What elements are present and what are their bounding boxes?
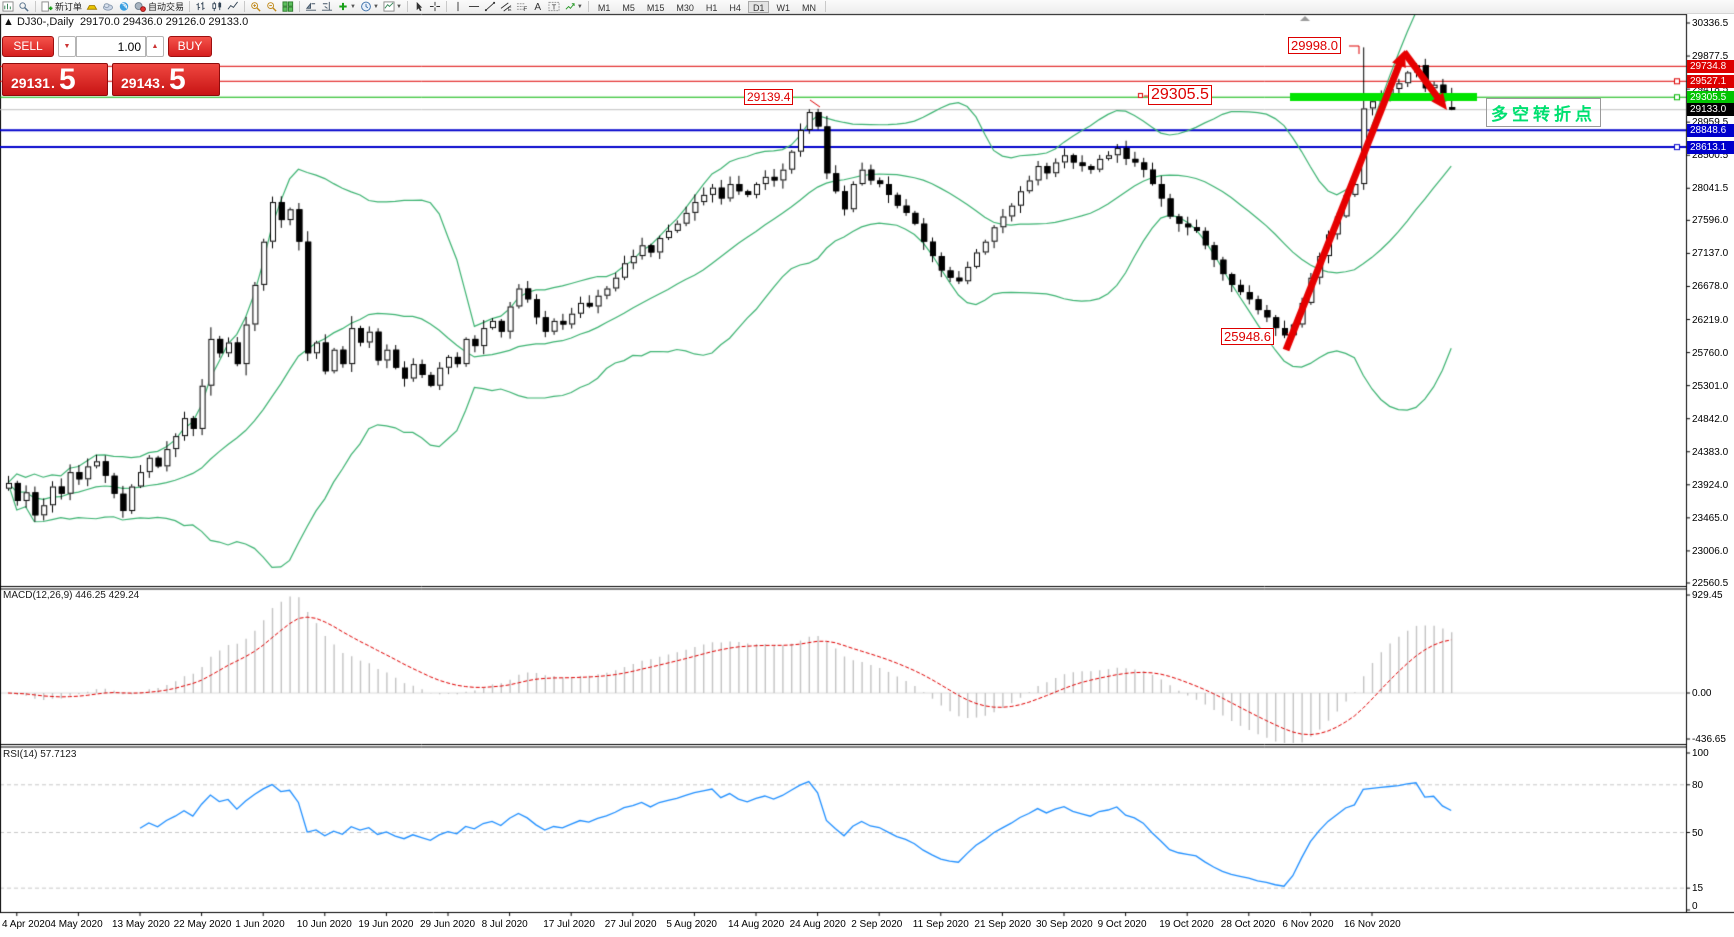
timeframe-button-m5[interactable]: M5 — [622, 2, 635, 13]
hline-icon[interactable] — [466, 0, 482, 13]
template-icon[interactable]: ▼ — [381, 0, 404, 13]
timeframe-button-m1[interactable]: M1 — [597, 2, 611, 13]
arrows-icon[interactable]: ▼ — [562, 0, 585, 13]
crosshair-icon[interactable] — [427, 0, 443, 13]
timeframe-button-h4[interactable]: H4 — [729, 2, 741, 13]
volume-input[interactable] — [76, 36, 146, 57]
chevron-down-icon[interactable]: ▼ — [350, 3, 356, 10]
chevron-down-icon[interactable]: ▼ — [372, 3, 379, 10]
charts-window-icon[interactable] — [0, 0, 16, 13]
cursor-icon[interactable] — [411, 0, 427, 13]
fibonacci-icon[interactable]: F — [514, 0, 530, 13]
annotation-low-price[interactable]: 25948.6 — [1221, 328, 1274, 345]
period-icon[interactable]: ▼ — [358, 0, 381, 13]
chart-shift-icon[interactable] — [319, 0, 335, 13]
chevron-down-icon[interactable]: ▼ — [576, 3, 583, 10]
trendline-icon[interactable] — [482, 0, 498, 13]
gold-icon[interactable] — [84, 0, 100, 13]
sell-price-dec: 5 — [59, 63, 76, 96]
candlestick-chart-icon[interactable] — [209, 0, 225, 13]
volume-increase-stepper[interactable]: ▲ — [146, 36, 164, 57]
timeframe-button-m15[interactable]: M15 — [646, 2, 665, 13]
timeframe-bar: M1 M5 M15 M30 H1 H4 D1 W1 MN — [592, 0, 822, 13]
zoom-in-icon[interactable] — [248, 0, 264, 13]
svg-text:E: E — [508, 7, 512, 12]
data-window-icon[interactable] — [16, 0, 32, 13]
sell-button[interactable]: SELL — [2, 36, 54, 57]
text-icon[interactable]: A — [530, 0, 546, 13]
autotrade-label: 自动交易 — [148, 2, 185, 12]
volume-decrease-stepper[interactable]: ▼ — [58, 36, 76, 57]
timeframe-button-h1[interactable]: H1 — [705, 2, 718, 13]
bar-chart-icon[interactable] — [193, 0, 209, 13]
add-indicator-icon[interactable]: ▼ — [335, 0, 358, 13]
sell-price-panel[interactable]: 29131 . 5 — [2, 63, 108, 96]
sell-price-int: 29131 — [11, 75, 50, 91]
svg-text:A: A — [534, 2, 541, 12]
timeframe-button-w1[interactable]: W1 — [776, 2, 790, 13]
buy-price-dot: . — [161, 75, 165, 91]
annotation-resistance-price[interactable]: 29305.5 — [1148, 85, 1212, 105]
channel-icon[interactable]: E — [498, 0, 514, 13]
buy-price-dec: 5 — [169, 63, 186, 96]
svg-text:F: F — [523, 6, 527, 12]
buy-price-int: 29143 — [121, 75, 160, 91]
timeframe-button-d1[interactable]: D1 — [747, 0, 770, 13]
signal-icon[interactable] — [116, 0, 132, 13]
new-order-label: 新订单 — [55, 2, 83, 12]
new-order-icon[interactable]: 新订单 — [39, 0, 84, 13]
buy-button[interactable]: BUY — [168, 36, 212, 57]
one-click-trade-panel: SELL ▼ ▲ BUY 29131 . 5 29143 . 5 — [2, 36, 222, 97]
zoom-out-icon[interactable] — [264, 0, 280, 13]
chevron-down-icon[interactable]: ▼ — [395, 3, 402, 10]
annotation-note-text[interactable]: 多空转折点 — [1486, 98, 1601, 127]
tile-windows-icon[interactable] — [280, 0, 296, 13]
toolbar: 新订单 自动交易 ▼ ▼ ▼ E F A T ▼ M1 M5 M15 M30 H1 H4 D1 W1 MN — [0, 0, 1734, 14]
cloud-icon[interactable] — [100, 0, 116, 13]
annotation-swing-price[interactable]: 29139.4 — [744, 89, 794, 105]
buy-price-panel[interactable]: 29143 . 5 — [112, 63, 220, 96]
auto-scroll-icon[interactable] — [303, 0, 319, 13]
label-icon[interactable]: T — [546, 0, 562, 13]
sell-price-dot: . — [51, 75, 55, 91]
timeframe-button-mn[interactable]: MN — [801, 2, 816, 13]
autotrade-icon[interactable]: 自动交易 — [132, 0, 186, 13]
line-chart-icon[interactable] — [225, 0, 241, 13]
timeframe-button-m30[interactable]: M30 — [676, 2, 694, 13]
annotation-peak-price[interactable]: 29998.0 — [1288, 37, 1341, 54]
svg-text:T: T — [552, 2, 557, 11]
vline-icon[interactable] — [450, 0, 466, 13]
